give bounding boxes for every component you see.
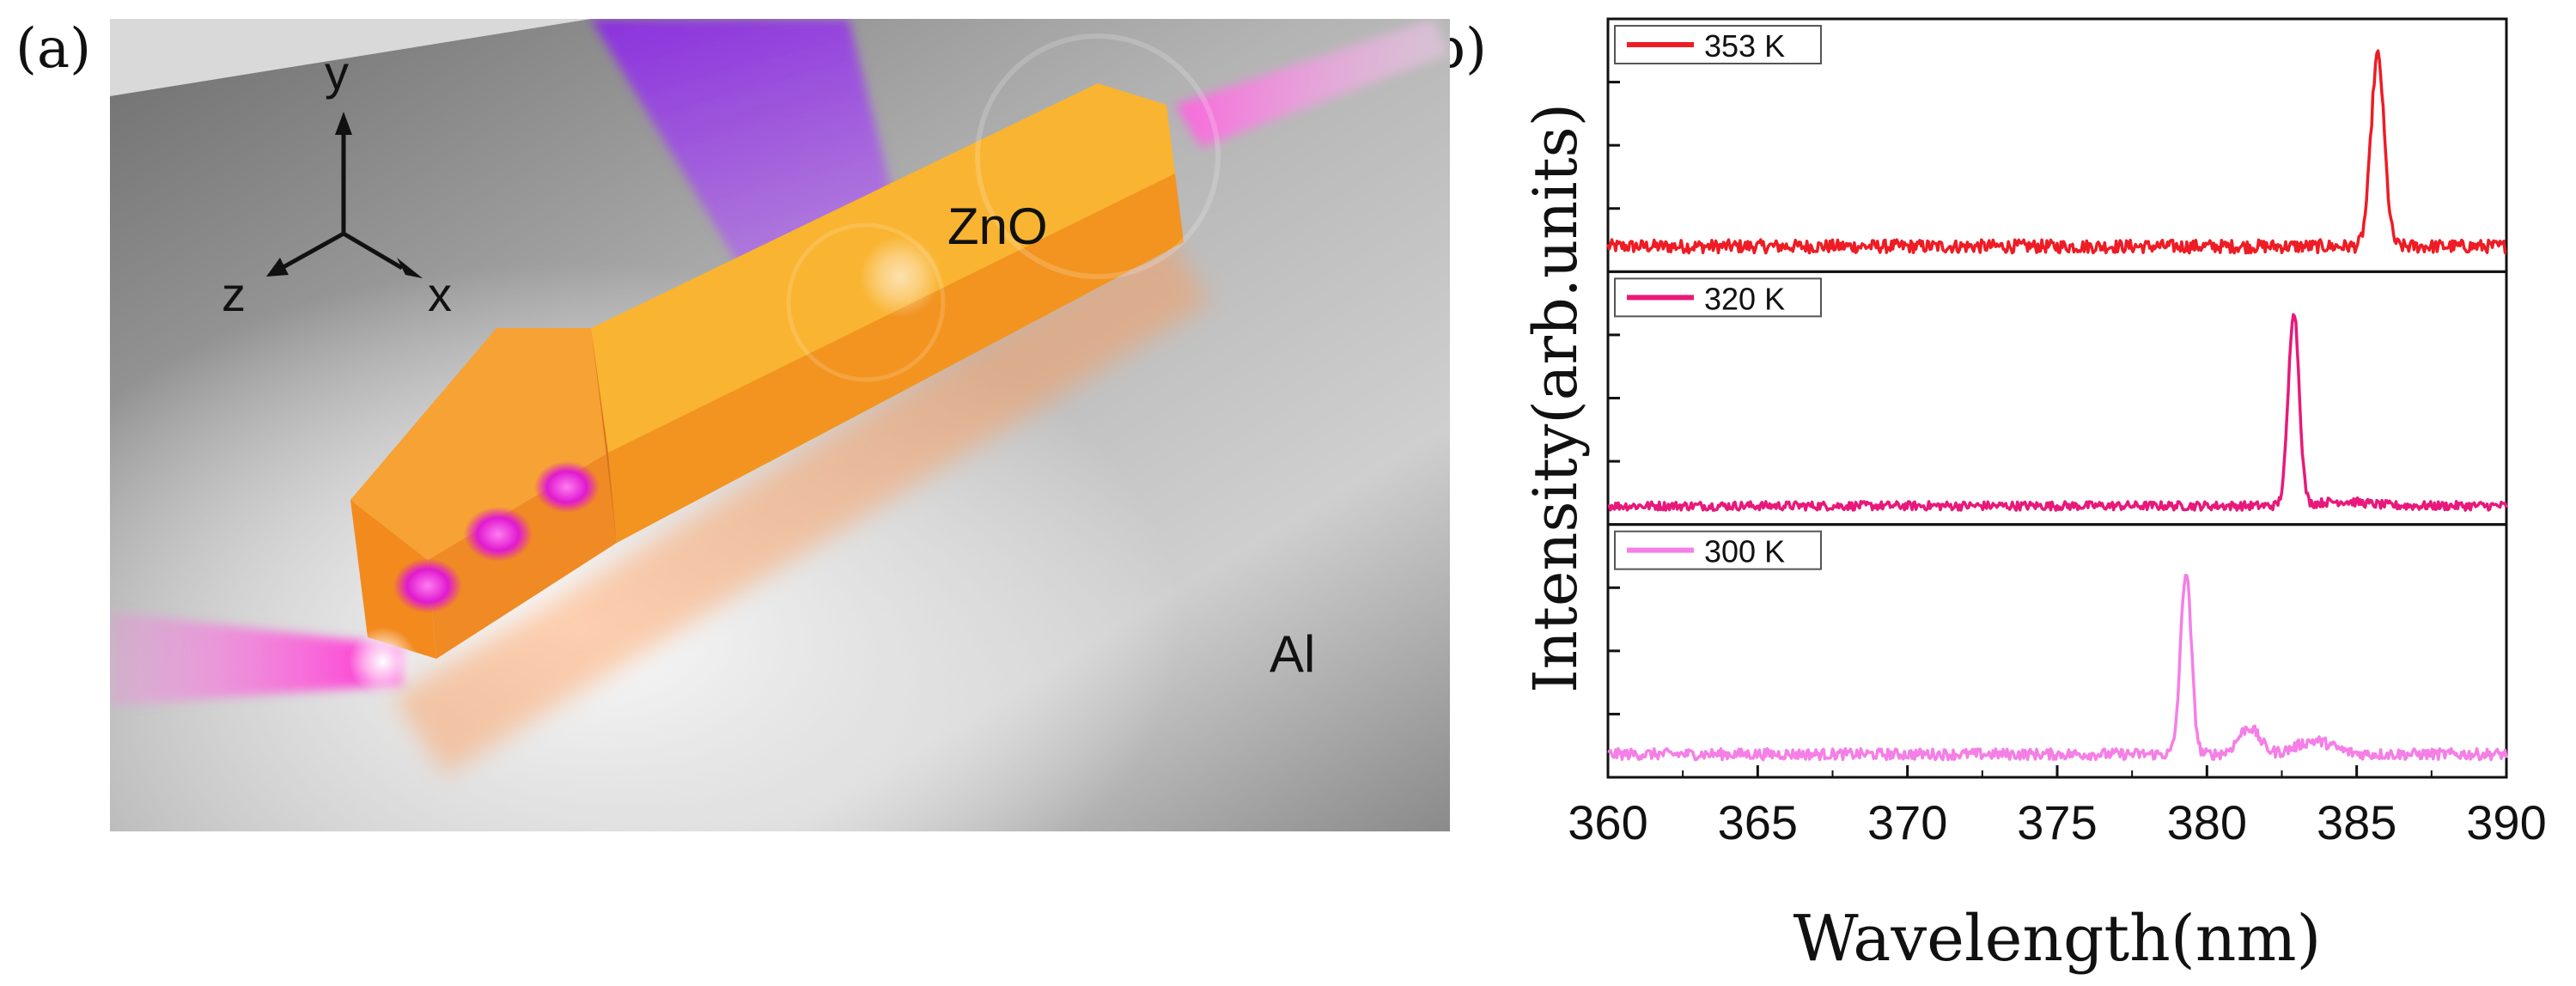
emission-end-spot — [349, 627, 417, 696]
x-tick-label: 380 — [2167, 795, 2247, 849]
emission-spot — [464, 507, 533, 562]
x-tick-label: 385 — [2317, 795, 2396, 849]
legend-label: 320 K — [1704, 281, 1785, 316]
x-tick-label: 365 — [1718, 795, 1798, 849]
x-axis-label: x — [428, 267, 452, 321]
emission-spot — [534, 461, 600, 513]
emission-beam-left — [110, 612, 402, 706]
legend-label: 353 K — [1704, 28, 1785, 64]
x-tick-label: 375 — [2017, 795, 2097, 849]
coordinate-axes — [266, 112, 423, 278]
nanowire-schematic: y z x ZnO Al — [110, 19, 1450, 831]
legend-label: 300 K — [1704, 534, 1785, 569]
lens-flare-ring — [786, 222, 946, 382]
spectrum-line — [1606, 49, 2507, 255]
y-axis-label: y — [325, 46, 349, 100]
zno-label: ZnO — [947, 198, 1048, 255]
spectrum-line — [1607, 574, 2508, 762]
lens-flare-ring — [975, 33, 1221, 279]
x-axis-title: Wavelength(nm) — [1793, 902, 2322, 976]
z-axis-label: z — [222, 267, 246, 321]
pump-spot — [859, 235, 941, 318]
spectrum-line — [1607, 313, 2508, 512]
emission-beam-right — [1175, 19, 1450, 148]
y-axis-title: Intensity(arb.units) — [1520, 103, 1591, 693]
x-tick-label: 360 — [1568, 795, 1647, 849]
al-label: Al — [1270, 625, 1315, 683]
x-tick-label: 370 — [1867, 795, 1947, 849]
nanowire-shadow-glow — [393, 234, 1209, 775]
panel-a-letter: (a) — [15, 17, 92, 81]
emission-spot — [393, 558, 462, 613]
x-tick-label: 390 — [2466, 795, 2546, 849]
